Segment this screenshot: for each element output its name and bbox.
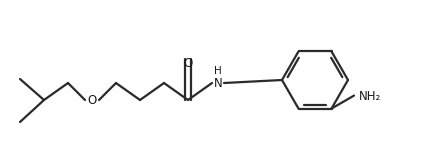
Text: NH₂: NH₂ (359, 90, 381, 103)
Text: O: O (87, 93, 97, 106)
Text: H: H (214, 66, 222, 76)
Text: N: N (213, 77, 222, 89)
Text: O: O (183, 57, 193, 69)
